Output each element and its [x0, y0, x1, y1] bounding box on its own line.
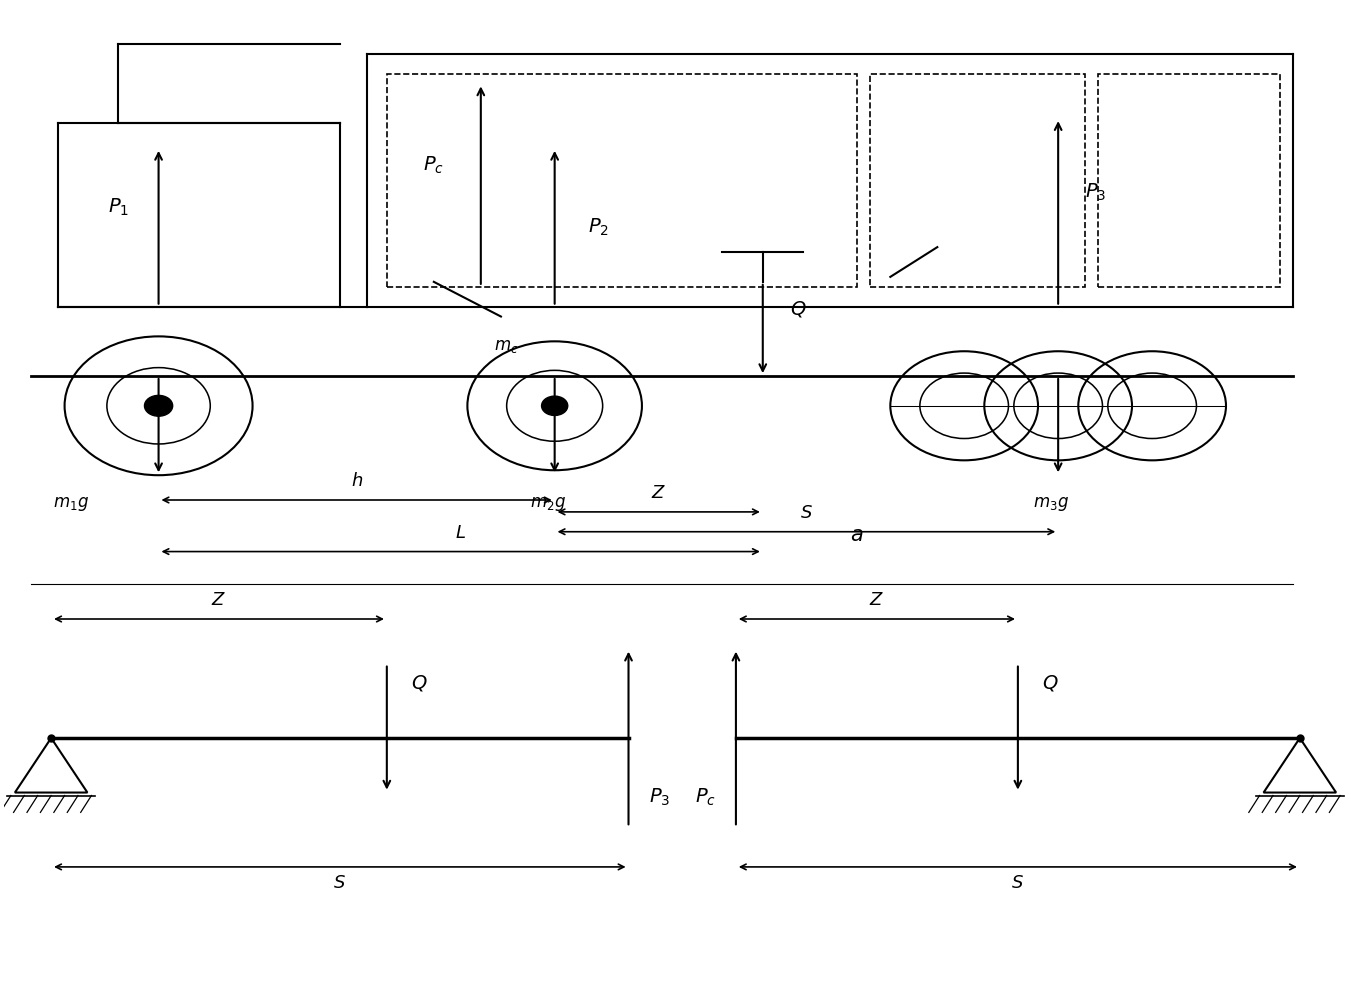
Text: $Z$: $Z$	[651, 484, 666, 502]
Circle shape	[542, 396, 567, 415]
Text: $P_3$: $P_3$	[648, 787, 670, 808]
Bar	[1098, 74, 1279, 287]
Text: $a$: $a$	[850, 526, 863, 545]
Text: $P_c$: $P_c$	[423, 155, 444, 176]
Text: $S$: $S$	[334, 874, 346, 892]
Text: $S$: $S$	[1012, 874, 1024, 892]
Text: $m_2g$: $m_2g$	[530, 495, 566, 513]
Polygon shape	[15, 738, 88, 793]
Text: $m_1g$: $m_1g$	[53, 495, 89, 513]
Bar	[386, 74, 857, 287]
Text: $Z$: $Z$	[212, 591, 227, 609]
Circle shape	[145, 395, 173, 416]
Text: $Q$: $Q$	[411, 673, 427, 693]
Text: $m_c$: $m_c$	[494, 338, 519, 355]
Text: $Z$: $Z$	[870, 591, 885, 609]
Text: $Q$: $Q$	[789, 299, 807, 319]
Polygon shape	[1263, 738, 1336, 793]
Text: $m_3g$: $m_3g$	[1034, 495, 1070, 513]
Text: $P_1$: $P_1$	[108, 197, 128, 218]
Text: $Q$: $Q$	[1042, 673, 1059, 693]
Text: $h$: $h$	[350, 472, 362, 490]
Text: $P_3$: $P_3$	[1085, 182, 1106, 203]
Text: $S$: $S$	[800, 504, 813, 522]
Text: $L$: $L$	[455, 524, 466, 542]
Text: $P_2$: $P_2$	[588, 217, 609, 238]
Bar	[870, 74, 1085, 287]
Text: $P_c$: $P_c$	[694, 787, 716, 808]
